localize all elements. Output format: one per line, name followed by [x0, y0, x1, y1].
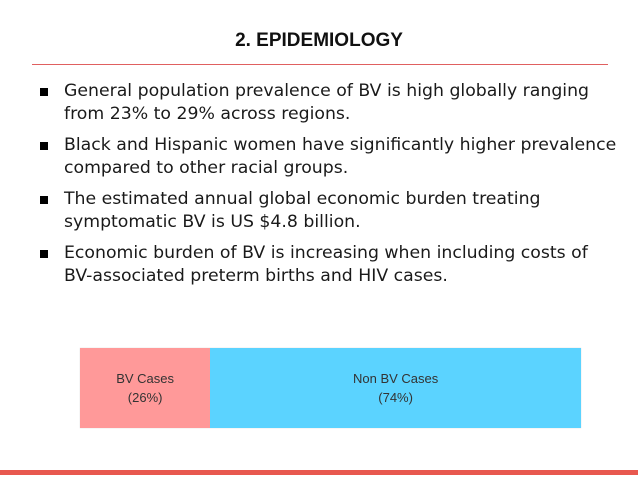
bullet-text: Black and Hispanic women have significan…: [64, 135, 617, 178]
bullet-item: The estimated annual global economic bur…: [38, 188, 618, 234]
segment-percent: (74%): [378, 390, 413, 405]
title-divider: [32, 64, 608, 65]
bullet-text: The estimated annual global economic bur…: [64, 189, 541, 232]
bullet-item: Black and Hispanic women have significan…: [38, 134, 618, 180]
proportion-bar: BV Cases (26%) Non BV Cases (74%): [80, 348, 581, 428]
bottom-accent-bar: [0, 470, 638, 475]
bullet-item: Economic burden of BV is increasing when…: [38, 242, 618, 288]
bullet-text: Economic burden of BV is increasing when…: [64, 243, 588, 286]
square-bullet-icon: [40, 250, 48, 258]
segment-label: Non BV Cases: [352, 371, 439, 386]
segment-label: BV Cases: [116, 371, 175, 386]
slide-title: 2. EPIDEMIOLOGY: [235, 30, 403, 51]
bullet-list: General population prevalence of BV is h…: [38, 80, 618, 296]
square-bullet-icon: [40, 88, 48, 96]
square-bullet-icon: [40, 142, 48, 150]
non-bv-cases-segment: Non BV Cases (74%): [210, 348, 581, 428]
bullet-item: General population prevalence of BV is h…: [38, 80, 618, 126]
square-bullet-icon: [40, 196, 48, 204]
segment-percent: (26%): [127, 390, 163, 405]
bullet-text: General population prevalence of BV is h…: [64, 81, 590, 124]
bv-cases-segment: BV Cases (26%): [80, 348, 211, 428]
